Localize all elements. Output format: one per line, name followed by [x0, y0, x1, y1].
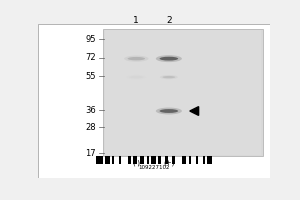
Bar [196, 156, 198, 164]
Text: 1: 1 [134, 16, 139, 25]
Bar [128, 156, 130, 164]
Text: 17: 17 [85, 149, 96, 158]
Ellipse shape [127, 75, 146, 79]
Ellipse shape [124, 56, 148, 62]
Polygon shape [190, 107, 199, 115]
Bar [112, 156, 114, 164]
Bar [158, 156, 161, 164]
Ellipse shape [160, 75, 178, 79]
Bar [133, 156, 137, 164]
Text: (-): (-) [132, 160, 140, 166]
Text: 95: 95 [85, 35, 96, 44]
Bar [152, 156, 156, 164]
Bar [207, 156, 212, 164]
Bar [105, 156, 110, 164]
Text: 36: 36 [85, 106, 96, 115]
Bar [119, 156, 121, 164]
Bar [165, 156, 168, 164]
Text: 55: 55 [85, 72, 96, 81]
Text: 28: 28 [85, 123, 96, 132]
Bar [147, 156, 149, 164]
Bar [105, 30, 261, 155]
Bar [103, 29, 263, 156]
Bar [202, 156, 205, 164]
Ellipse shape [156, 55, 182, 62]
Ellipse shape [129, 76, 143, 78]
Ellipse shape [128, 57, 145, 60]
Bar [140, 156, 145, 164]
Text: 109227102: 109227102 [138, 165, 169, 170]
Text: (+): (+) [163, 160, 175, 166]
Bar [182, 156, 186, 164]
Ellipse shape [163, 76, 175, 78]
Ellipse shape [160, 109, 178, 113]
Text: 2: 2 [166, 16, 172, 25]
Bar [96, 156, 103, 164]
Bar [189, 156, 191, 164]
Text: 72: 72 [85, 53, 96, 62]
Ellipse shape [156, 108, 182, 114]
Bar [172, 156, 175, 164]
Ellipse shape [160, 57, 178, 61]
